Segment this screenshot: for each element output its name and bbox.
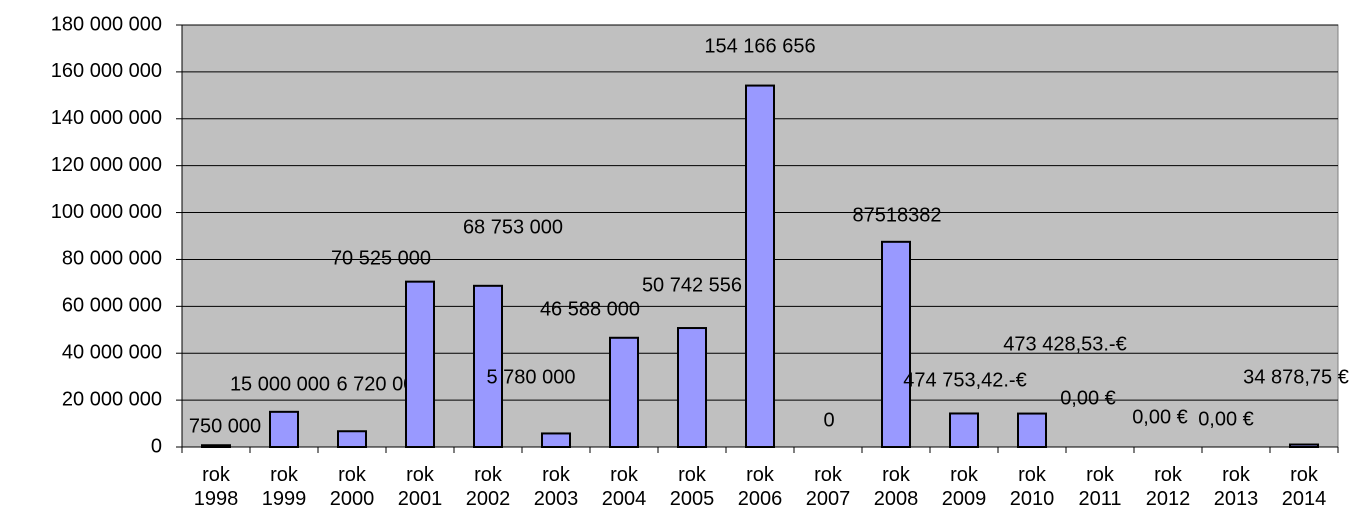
value-label: 87518382	[853, 204, 942, 226]
x-tick-label: rok 2007	[805, 464, 851, 510]
y-tick-label: 40 000 000	[62, 342, 162, 364]
value-label: 750 000	[189, 415, 261, 437]
bar	[1017, 412, 1047, 449]
x-tick-label: rok 2005	[669, 464, 715, 510]
x-tick-label: rok 2011	[1078, 464, 1122, 510]
value-label: 5 780 000	[487, 366, 576, 388]
value-label: 0,00 €	[1198, 408, 1254, 430]
value-label: 0	[823, 409, 834, 431]
x-tick-label: rok 2010	[1009, 464, 1055, 510]
x-tick-label: rok 2013	[1213, 464, 1259, 510]
bar	[949, 412, 979, 449]
bar	[1289, 443, 1319, 449]
value-label: 34 878,75 €	[1243, 366, 1349, 388]
x-tick-label: rok 1999	[261, 464, 307, 510]
value-label: 46 588 000	[540, 298, 640, 320]
bar	[201, 444, 231, 449]
y-tick-label: 20 000 000	[62, 388, 162, 410]
bar	[337, 430, 367, 448]
value-label: 0,00 €	[1132, 406, 1188, 428]
value-label: 473 428,53.-€	[1003, 333, 1126, 355]
y-tick-label: 100 000 000	[51, 201, 162, 223]
y-tick-label: 180 000 000	[51, 13, 162, 35]
x-tick-label: rok 2009	[941, 464, 987, 510]
bar	[269, 410, 299, 449]
y-tick-label: 140 000 000	[51, 107, 162, 129]
bar	[609, 336, 639, 448]
y-tick-label: 0	[151, 435, 162, 457]
x-tick-label: rok 2014	[1281, 464, 1327, 510]
value-label: 474 753,42.-€	[903, 369, 1026, 391]
bar	[745, 84, 775, 448]
x-tick-label: rok 2006	[737, 464, 783, 510]
x-tick-label: rok 1998	[193, 464, 239, 510]
bar	[881, 240, 911, 448]
y-tick-label: 60 000 000	[62, 295, 162, 317]
x-tick-label: rok 2004	[601, 464, 647, 510]
value-label: 0,00 €	[1060, 387, 1116, 409]
x-tick-label: rok 2000	[329, 464, 375, 510]
bar	[405, 280, 435, 448]
y-tick-label: 120 000 000	[51, 154, 162, 176]
x-tick-label: rok 2003	[533, 464, 579, 510]
x-tick-label: rok 2001	[397, 464, 443, 510]
bar	[677, 327, 707, 448]
value-label: 154 166 656	[704, 35, 815, 57]
y-tick-label: 80 000 000	[62, 248, 162, 270]
y-tick-label: 160 000 000	[51, 60, 162, 82]
x-tick-label: rok 2012	[1145, 464, 1191, 510]
x-tick-label: rok 2008	[873, 464, 919, 510]
value-label: 6 720 000	[337, 373, 426, 395]
bar	[473, 284, 503, 448]
value-label: 68 753 000	[463, 216, 563, 238]
value-label: 15 000 000	[230, 373, 330, 395]
value-label: 50 742 556	[642, 274, 742, 296]
bar	[541, 432, 571, 448]
x-tick-label: rok 2002	[465, 464, 511, 510]
value-label: 70 525 000	[331, 247, 431, 269]
